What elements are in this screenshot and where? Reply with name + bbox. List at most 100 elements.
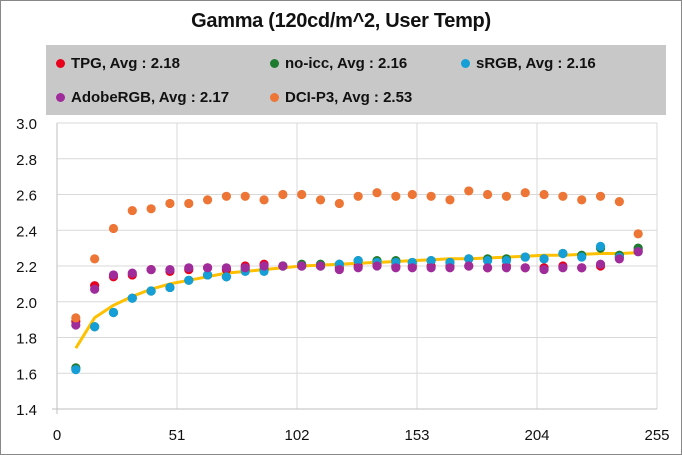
y-tick-label: 2.4 <box>16 223 37 240</box>
data-point-adobergb <box>71 320 81 330</box>
data-point-dci-p3 <box>482 189 493 200</box>
data-point-dci-p3 <box>353 191 363 201</box>
data-point-dci-p3 <box>445 195 455 205</box>
data-point-srgb <box>71 365 81 375</box>
data-point-dci-p3 <box>202 195 213 205</box>
legend-marker-no-icc <box>270 59 279 68</box>
legend-label-srgb: sRGB, Avg : 2.16 <box>476 55 596 72</box>
data-point-srgb <box>146 286 156 296</box>
y-tick-label: 1.6 <box>16 366 37 383</box>
x-tick-label: 255 <box>644 427 669 444</box>
data-point-adobergb <box>221 263 232 273</box>
data-point-dci-p3 <box>184 198 194 209</box>
x-tick-label: 153 <box>404 427 429 444</box>
data-point-srgb <box>558 248 568 259</box>
data-point-adobergb <box>165 264 175 275</box>
data-point-dci-p3 <box>90 254 100 264</box>
data-point-adobergb <box>558 263 568 273</box>
data-point-srgb <box>520 252 530 262</box>
x-tick-label: 102 <box>284 427 309 444</box>
data-point-dci-p3 <box>334 198 344 209</box>
legend-label-no-icc: no-icc, Avg : 2.16 <box>285 55 408 72</box>
y-tick-label: 2.0 <box>16 295 37 312</box>
data-point-srgb <box>426 256 436 266</box>
data-point-adobergb <box>90 284 100 294</box>
chart-title: Gamma (120cd/m^2, User Temp) <box>191 10 491 32</box>
data-point-adobergb <box>464 261 474 271</box>
data-point-adobergb <box>614 254 624 264</box>
data-point-dci-p3 <box>391 191 401 201</box>
data-point-adobergb <box>577 263 587 273</box>
data-point-dci-p3 <box>501 191 512 201</box>
data-point-dci-p3 <box>71 313 81 323</box>
data-point-adobergb <box>202 263 213 273</box>
data-point-adobergb <box>353 263 363 273</box>
data-point-adobergb <box>127 268 137 278</box>
data-point-dci-p3 <box>259 195 269 205</box>
data-point-adobergb <box>240 263 250 273</box>
data-point-dci-p3 <box>577 195 587 205</box>
data-point-adobergb <box>391 263 401 273</box>
data-point-srgb <box>108 307 119 318</box>
data-point-dci-p3 <box>407 189 417 200</box>
data-point-dci-p3 <box>558 191 568 201</box>
data-point-adobergb <box>278 261 288 271</box>
legend-marker-dci-p3 <box>270 93 279 102</box>
legend-label-dci-p3: DCI-P3, Avg : 2.53 <box>285 89 413 106</box>
data-point-adobergb <box>297 261 307 271</box>
x-tick-label: 204 <box>524 427 549 444</box>
y-tick-label: 1.8 <box>16 331 37 348</box>
data-point-dci-p3 <box>240 191 250 201</box>
data-point-dci-p3 <box>146 204 156 214</box>
data-point-dci-p3 <box>297 189 307 200</box>
data-point-srgb <box>501 256 512 266</box>
data-point-dci-p3 <box>520 188 530 198</box>
data-point-dci-p3 <box>633 229 643 239</box>
data-point-dci-p3 <box>278 189 288 200</box>
x-tick-label: 0 <box>53 427 61 444</box>
data-point-dci-p3 <box>464 186 474 196</box>
data-point-srgb <box>127 293 137 303</box>
legend-label-tpg: TPG, Avg : 2.18 <box>71 55 180 72</box>
y-tick-label: 1.4 <box>16 402 37 419</box>
data-point-adobergb <box>426 263 436 273</box>
data-point-dci-p3 <box>165 198 175 209</box>
data-point-dci-p3 <box>614 197 624 207</box>
legend-marker-adobergb <box>56 93 65 102</box>
legend-marker-srgb <box>461 59 470 68</box>
data-point-srgb <box>221 272 232 282</box>
data-point-srgb <box>165 282 175 293</box>
data-point-srgb <box>577 252 587 262</box>
legend-item-adobergb: AdobeRGB, Avg : 2.17 <box>56 89 229 106</box>
y-tick-label: 2.2 <box>16 259 37 276</box>
data-point-adobergb <box>315 261 326 271</box>
data-point-srgb <box>184 275 194 285</box>
legend-item-tpg: TPG, Avg : 2.18 <box>56 55 180 72</box>
data-point-dci-p3 <box>221 191 232 201</box>
legend-item-srgb: sRGB, Avg : 2.16 <box>461 55 596 72</box>
data-point-srgb <box>464 254 474 264</box>
data-point-dci-p3 <box>108 223 119 234</box>
legend-item-dci-p3: DCI-P3, Avg : 2.53 <box>270 89 412 106</box>
legend-item-no-icc: no-icc, Avg : 2.16 <box>270 55 407 72</box>
data-point-adobergb <box>633 247 643 257</box>
data-point-adobergb <box>407 263 417 273</box>
data-point-adobergb <box>259 261 269 271</box>
data-point-srgb <box>595 241 606 251</box>
legend-label-adobergb: AdobeRGB, Avg : 2.17 <box>71 89 230 106</box>
data-point-srgb <box>482 256 493 266</box>
data-point-dci-p3 <box>539 189 549 200</box>
x-tick-label: 51 <box>169 427 186 444</box>
data-point-dci-p3 <box>372 188 382 198</box>
data-point-adobergb <box>372 261 382 271</box>
data-point-adobergb <box>184 263 194 273</box>
data-point-srgb <box>539 254 549 264</box>
data-point-dci-p3 <box>595 191 606 201</box>
data-point-srgb <box>202 270 213 280</box>
data-point-adobergb <box>108 270 119 280</box>
y-tick-label: 3.0 <box>16 116 37 133</box>
data-point-dci-p3 <box>426 191 436 201</box>
legend-marker-tpg <box>56 59 65 68</box>
data-point-adobergb <box>539 264 549 275</box>
